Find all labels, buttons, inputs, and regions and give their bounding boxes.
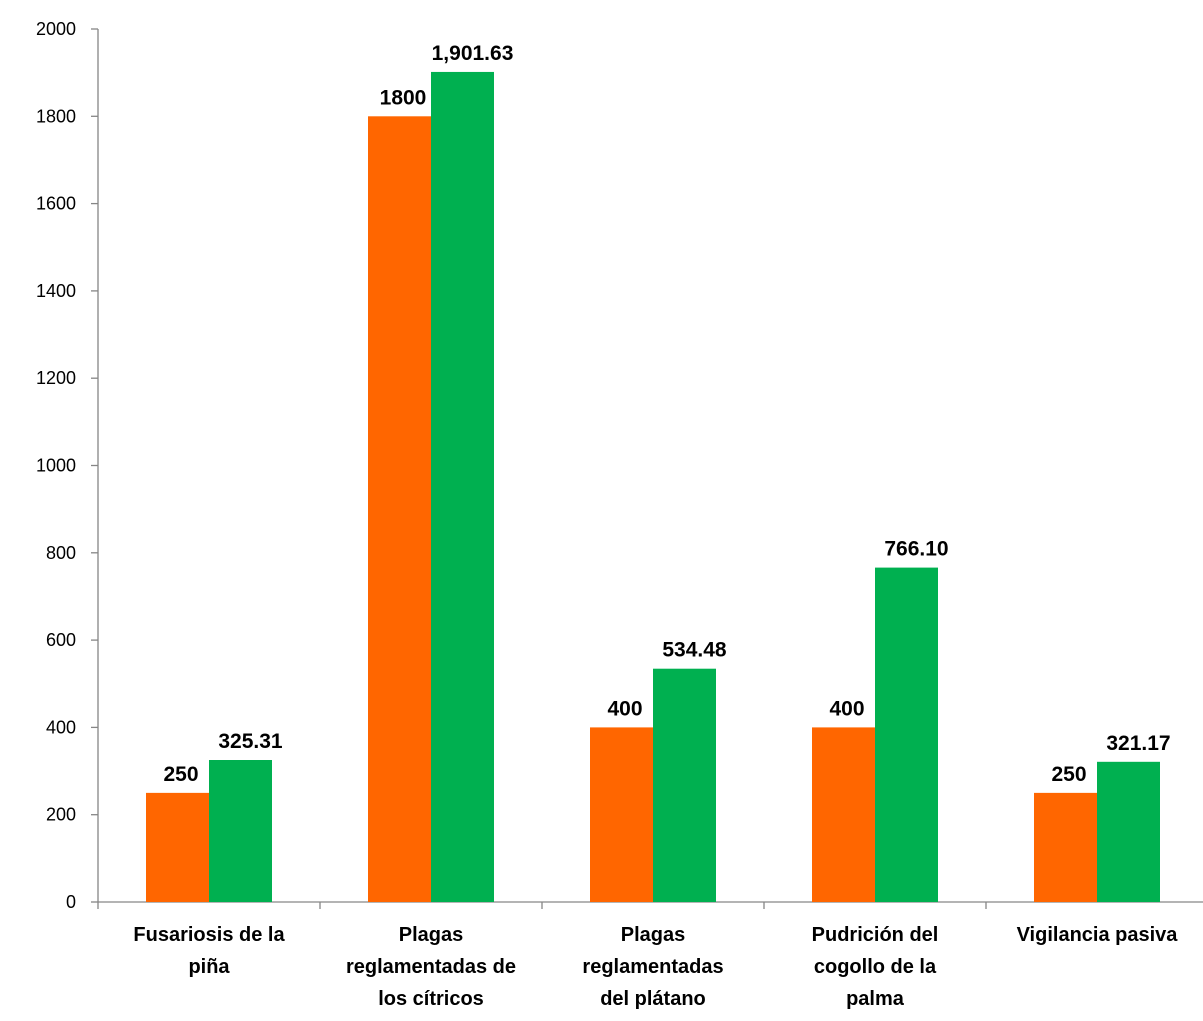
bar-series2 <box>431 71 494 903</box>
bar-series1 <box>1034 792 1097 902</box>
y-tick-label: 1400 <box>36 281 76 301</box>
data-label: 400 <box>829 697 864 720</box>
chart-axes: 0 200 400 600 800 1000 1200 1400 1600 1800 2000 <box>36 19 1203 912</box>
data-label: 1,901.63 <box>432 42 514 65</box>
bar-series2 <box>653 668 716 902</box>
x-category-label: reglamentadas <box>582 956 723 978</box>
y-tick-label: 800 <box>46 543 76 563</box>
y-tick-label: 1600 <box>36 194 76 214</box>
y-tick-label: 2000 <box>36 19 76 39</box>
data-label: 250 <box>163 763 198 786</box>
x-category-label: Vigilancia pasiva <box>1017 924 1179 946</box>
x-category-label: cogollo de la <box>814 956 937 978</box>
y-tick-label: 200 <box>46 805 76 825</box>
data-label: 325.31 <box>218 730 283 753</box>
y-tick-label: 1200 <box>36 368 76 388</box>
x-category-label: reglamentadas de <box>346 956 516 978</box>
chart-bars <box>146 71 1160 903</box>
x-category-label: palma <box>846 988 905 1010</box>
data-label: 766.10 <box>884 538 948 561</box>
data-label: 321.17 <box>1106 732 1170 755</box>
x-category-label: Pudrición del <box>812 924 939 946</box>
data-label: 1800 <box>380 86 427 109</box>
bar-series1 <box>146 792 209 902</box>
bar-series2 <box>209 760 272 902</box>
x-category-label: Plagas <box>399 924 463 946</box>
chart-category-labels: Fusariosis de la piña Plagas reglamentadas … <box>133 924 1178 1010</box>
y-tick-label: 600 <box>46 630 76 650</box>
bar-series2 <box>875 567 938 902</box>
x-category-label: Plagas <box>621 924 685 946</box>
y-tick-label: 400 <box>46 717 76 737</box>
bar-series2 <box>1097 761 1160 902</box>
x-category-label: Fusariosis de la <box>133 924 285 946</box>
bar-series1 <box>368 116 431 903</box>
x-category-label: los cítricos <box>378 988 484 1010</box>
data-label: 400 <box>607 697 642 720</box>
y-tick-label: 1000 <box>36 456 76 476</box>
x-category-label: piña <box>188 956 230 978</box>
x-category-label: del plátano <box>600 988 706 1010</box>
y-tick-label: 0 <box>66 892 76 912</box>
bar-series1 <box>590 727 653 902</box>
bar-series1 <box>812 727 875 902</box>
data-label: 534.48 <box>662 639 727 662</box>
y-tick-label: 1800 <box>36 106 76 126</box>
data-label: 250 <box>1051 763 1086 786</box>
